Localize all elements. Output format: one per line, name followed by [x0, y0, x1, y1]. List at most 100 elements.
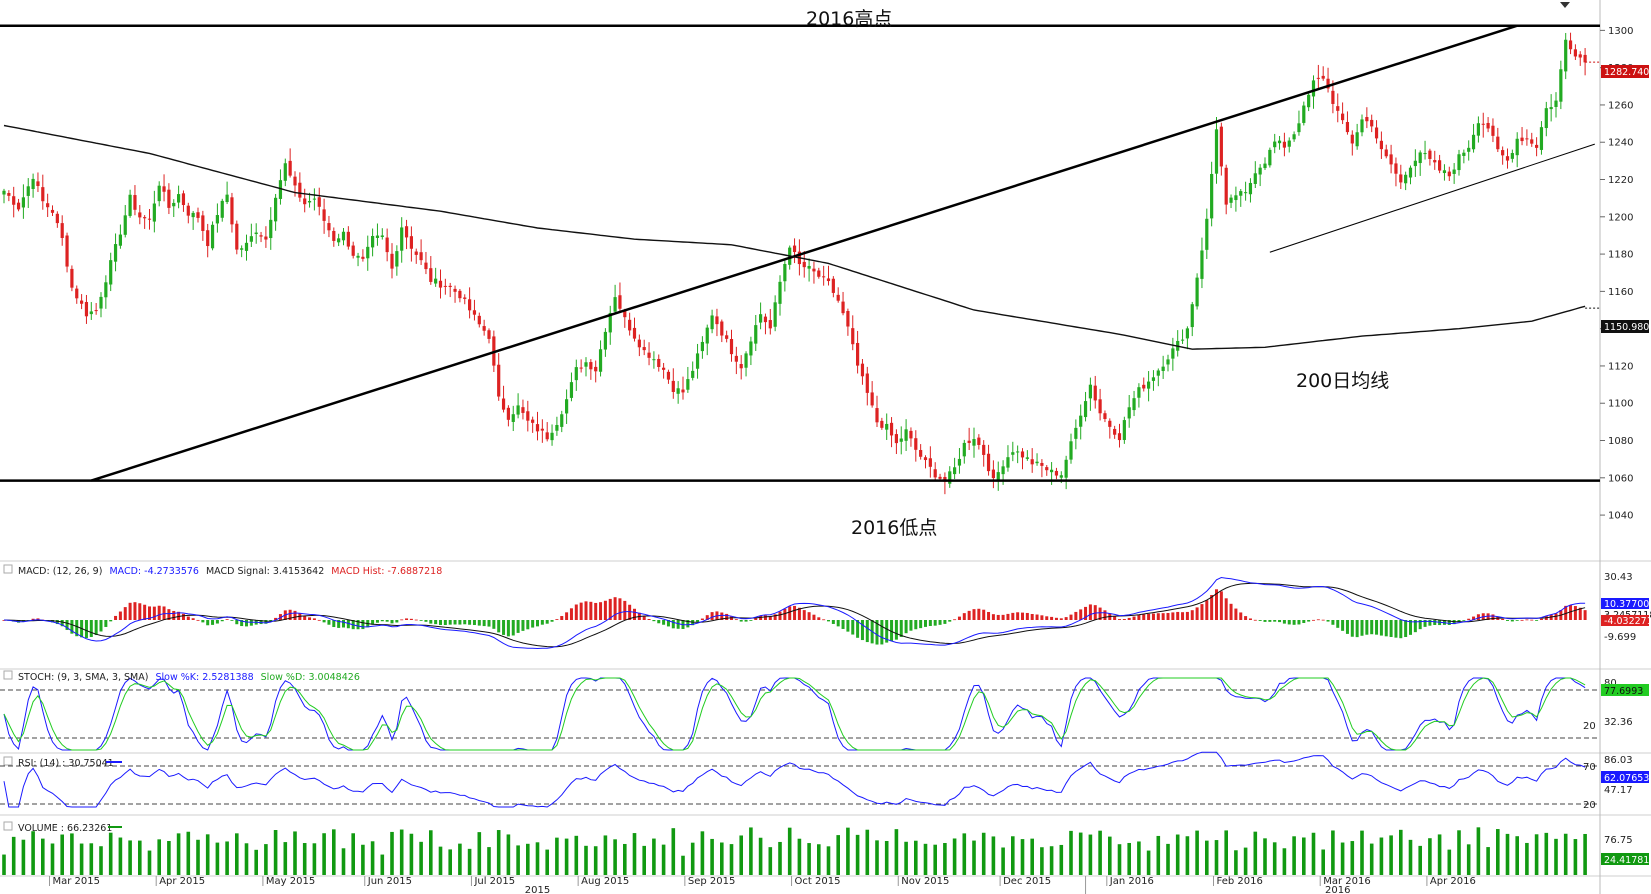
candle-body-120 [584, 362, 588, 367]
macd-hist-bar-92 [448, 620, 452, 625]
volume-bar-262 [1272, 842, 1277, 875]
macd-hist-bar-127 [618, 598, 622, 620]
candle-body-145 [705, 327, 709, 344]
volume-bar-2 [11, 836, 16, 875]
macd-panel-icon[interactable] [3, 564, 13, 574]
candle-body-178 [865, 373, 869, 393]
macd-hist-bar-150 [730, 616, 733, 620]
macd-hist-bar-138 [671, 620, 675, 629]
volume-bar-60 [293, 831, 297, 875]
macd-hist-bar-221 [1074, 611, 1078, 620]
macd-hist-bar-313 [1520, 619, 1524, 621]
volume-tag: 24.41781 [1601, 853, 1649, 866]
candle-body-159 [773, 302, 777, 327]
volume-bar-20 [99, 846, 103, 875]
candle-body-250 [1214, 129, 1219, 174]
candle-body-139 [676, 388, 680, 394]
candle-body-221 [1074, 427, 1078, 439]
candle-body-114 [555, 424, 559, 431]
rsi-panel-icon[interactable] [3, 756, 13, 766]
candle-body-215 [1045, 467, 1049, 471]
month-label-8: Nov 2015 [901, 876, 949, 887]
macd-hist-bar-212 [1030, 614, 1034, 620]
volume-panel-icon[interactable] [3, 821, 13, 831]
candle-body-146 [710, 315, 714, 330]
volume-bar-184 [894, 829, 899, 875]
volume-bar-126 [613, 839, 617, 875]
candle-body-36 [177, 194, 181, 203]
candle-body-4 [21, 197, 25, 208]
volume-bar-182 [884, 840, 889, 875]
volume-bar-96 [467, 848, 472, 875]
stoch-d-line [3, 677, 1586, 751]
macd-hist-bar-121 [589, 601, 593, 620]
volume-bar-16 [79, 843, 84, 875]
candle-body-200 [972, 439, 976, 446]
volume-bar-144 [700, 831, 705, 875]
candle-body-13 [65, 235, 69, 267]
volume-bar-200 [972, 840, 976, 875]
chevron-down-icon[interactable] [1560, 2, 1570, 8]
macd-hist-bar-184 [894, 620, 898, 640]
volume-bar-310 [1505, 833, 1510, 875]
volume-bar-6 [31, 831, 35, 875]
candle-body-184 [894, 434, 898, 444]
volume-bar-176 [855, 834, 860, 875]
macd-hist-bar-251 [1219, 591, 1223, 620]
volume-bar-174 [846, 827, 850, 875]
candle-body-238 [1156, 370, 1160, 376]
candle-body-144 [700, 341, 704, 352]
candle-body-94 [458, 290, 462, 299]
candle-body-224 [1088, 384, 1092, 399]
candle-body-294 [1428, 150, 1432, 159]
candle-body-43 [210, 224, 215, 249]
macd-hist-bar-236 [1147, 613, 1151, 620]
volume-bar-22 [108, 832, 113, 875]
macd-hist-bar-317 [1539, 618, 1543, 620]
macd-hist-bar-185 [899, 620, 903, 637]
candle-body-156 [759, 314, 763, 323]
candle-body-273 [1326, 78, 1330, 89]
macd-hist-bar-102 [497, 620, 501, 633]
macd-hist-bar-144 [700, 618, 704, 620]
macd-hist-bar-193 [938, 620, 942, 625]
candle-body-256 [1244, 192, 1248, 194]
volume-bar-228 [1108, 836, 1112, 875]
ma200-line [3, 124, 1586, 350]
candle-body-83 [404, 226, 409, 238]
candle-body-98 [477, 315, 481, 325]
candle-body-268 [1302, 105, 1306, 123]
macd-hist-bar-252 [1224, 598, 1228, 620]
macd-hist-bar-315 [1530, 619, 1534, 621]
candle-body-199 [967, 440, 971, 443]
macd-hist-bar-194 [943, 620, 947, 624]
candle-body-57 [278, 180, 283, 199]
volume-bar-268 [1302, 837, 1306, 875]
volume-bar-238 [1156, 835, 1161, 875]
macd-hist-bar-238 [1156, 613, 1160, 620]
candle-body-74 [361, 256, 365, 259]
candle-body-100 [487, 330, 491, 339]
volume-bar-196 [952, 838, 957, 875]
candle-body-10 [50, 209, 55, 213]
candle-body-20 [99, 296, 103, 309]
candle-body-55 [269, 219, 273, 239]
volume-bar-118 [574, 835, 579, 875]
volume-bar-30 [147, 850, 152, 875]
macd-hist-bar-6 [31, 618, 35, 620]
macd-hist-bar-303 [1472, 616, 1476, 620]
price-tick-label-1220: 1220 [1608, 175, 1633, 186]
candle-body-153 [744, 353, 748, 368]
stoch-panel-icon[interactable] [3, 670, 13, 680]
candle-body-126 [613, 297, 617, 312]
macd-hist-bar-143 [696, 620, 700, 622]
candle-body-213 [1035, 461, 1039, 464]
rsi-tag-text: 62.07653 [1604, 773, 1649, 784]
macd-hist-bar-307 [1491, 614, 1495, 620]
volume-bar-98 [477, 832, 482, 875]
macd-hist-bar-192 [933, 620, 937, 626]
macd-hist-bar-280 [1360, 620, 1364, 636]
candle-body-176 [856, 342, 860, 366]
macd-hist-bar-271 [1316, 619, 1320, 621]
candle-body-171 [831, 278, 835, 293]
